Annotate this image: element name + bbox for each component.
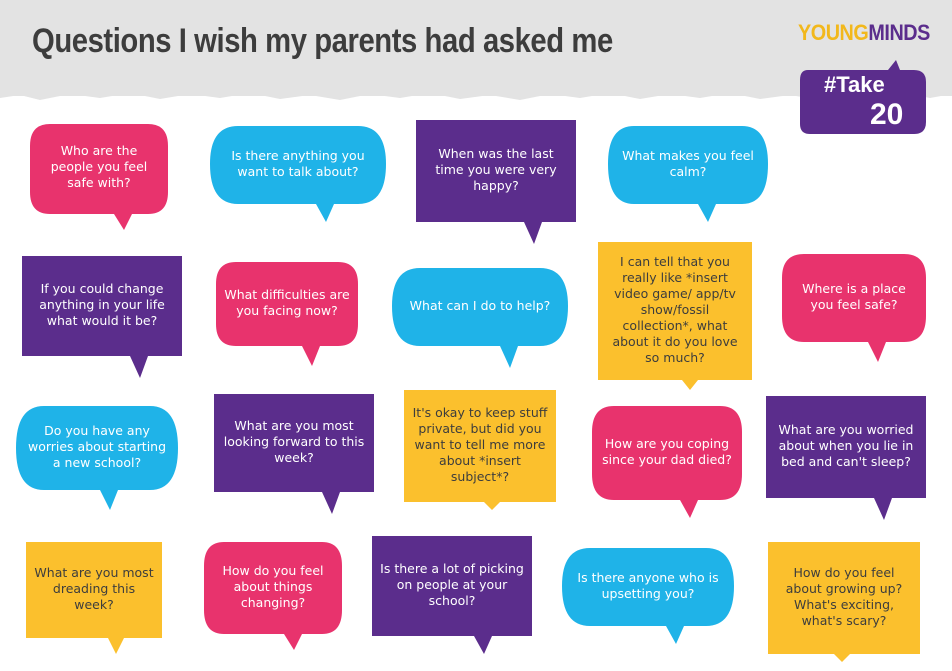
question-text: It's okay to keep stuff private, but did…: [412, 405, 548, 484]
question-bubble-12: It's okay to keep stuff private, but did…: [402, 388, 558, 512]
question-bubble-5: If you could change anything in your lif…: [20, 254, 184, 380]
question-text: How are you coping since your dad died?: [602, 436, 732, 467]
logo-minds: MINDS: [868, 20, 930, 45]
question-text: Is there a lot of picking on people at y…: [380, 561, 524, 608]
question-text: I can tell that you really like *insert …: [612, 254, 738, 365]
question-text: How do you feel about things changing?: [222, 563, 324, 610]
question-bubble-3: When was the last time you were very hap…: [414, 118, 578, 246]
question-text: Is there anyone who is upsetting you?: [577, 570, 719, 601]
take20-line1: #Take: [824, 72, 885, 97]
page-title: Questions I wish my parents had asked me: [32, 22, 613, 60]
question-text: If you could change anything in your lif…: [39, 281, 165, 328]
question-bubble-11: What are you most looking forward to thi…: [212, 392, 376, 516]
question-bubble-14: What are you worried about when you lie …: [764, 394, 928, 522]
question-bubble-2: Is there anything you want to talk about…: [208, 124, 388, 224]
question-bubble-4: What makes you feel calm?: [606, 124, 770, 224]
question-text: What can I do to help?: [409, 298, 551, 313]
question-bubble-7: What can I do to help?: [390, 266, 570, 370]
question-bubble-9: Where is a place you feel safe?: [780, 252, 928, 364]
question-text: What difficulties are you facing now?: [224, 287, 350, 318]
question-text: Who are the people you feel safe with?: [50, 143, 148, 190]
take20-badge: #Take 20: [796, 60, 934, 152]
question-text: What are you most looking forward to thi…: [223, 418, 365, 465]
question-bubble-15: What are you most dreading this week?: [24, 540, 164, 656]
question-bubble-16: How do you feel about things changing?: [202, 540, 344, 652]
question-text: How do you feel about growing up? What's…: [785, 565, 903, 628]
question-bubble-19: How do you feel about growing up? What's…: [766, 540, 922, 664]
question-text: Do you have any worries about starting a…: [27, 423, 167, 470]
question-text: What are you worried about when you lie …: [778, 422, 914, 469]
question-text: What makes you feel calm?: [622, 148, 754, 179]
question-bubble-13: How are you coping since your dad died?: [590, 404, 744, 520]
question-text: What are you most dreading this week?: [34, 565, 154, 612]
question-text: Where is a place you feel safe?: [802, 281, 906, 312]
logo-young: YOUNG: [798, 20, 869, 45]
question-text: When was the last time you were very hap…: [435, 146, 557, 193]
question-bubble-17: Is there a lot of picking on people at y…: [370, 534, 534, 656]
youngminds-logo: YOUNGMINDS: [798, 20, 930, 46]
question-bubble-18: Is there anyone who is upsetting you?: [560, 546, 736, 646]
header-band: [0, 0, 952, 96]
header-torn-edge: [0, 84, 952, 100]
question-bubble-8: I can tell that you really like *insert …: [596, 240, 754, 392]
take20-line2: 20: [870, 98, 904, 131]
question-bubble-10: Do you have any worries about starting a…: [14, 404, 180, 512]
question-text: Is there anything you want to talk about…: [231, 148, 365, 179]
question-bubble-6: What difficulties are you facing now?: [214, 260, 360, 368]
question-bubble-1: Who are the people you feel safe with?: [28, 120, 170, 232]
